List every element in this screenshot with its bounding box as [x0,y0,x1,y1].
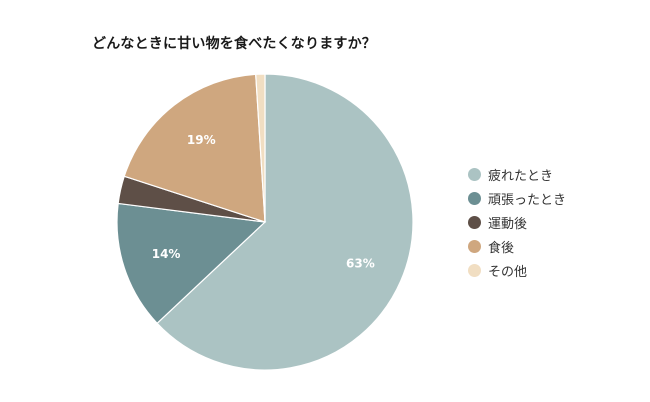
legend-label: その他 [488,264,528,280]
legend-item: 疲れたとき [468,163,638,187]
pie-slice [156,73,414,371]
legend-swatch-icon [468,192,481,206]
slice-data-label: 14% [152,247,181,261]
chart-title: どんなときに甘い物を食べたくなりますか？ [92,36,376,52]
pie-slice [255,73,266,223]
pie-slice [116,202,267,325]
chart-legend: 疲れたとき頑張ったとき 運動後食後その他 [468,163,638,282]
legend-label: 運動後 [488,216,528,232]
slice-data-label: 63% [346,256,375,270]
legend-swatch-icon [468,239,481,253]
legend-swatch-icon [468,215,481,229]
legend-item: 頑張ったとき [468,187,638,211]
slice-data-label: 19% [187,133,216,147]
legend-item: 食後 [468,234,638,258]
legend-item: その他 [468,258,638,282]
legend-item: 運動後 [468,211,638,235]
legend-label: 食後 [488,240,515,256]
legend-label: 疲れたとき [488,169,554,185]
legend-swatch-icon [468,263,481,277]
pie-slice [123,73,266,223]
legend-label: 頑張ったとき [488,193,567,209]
legend-swatch-icon [468,168,481,182]
